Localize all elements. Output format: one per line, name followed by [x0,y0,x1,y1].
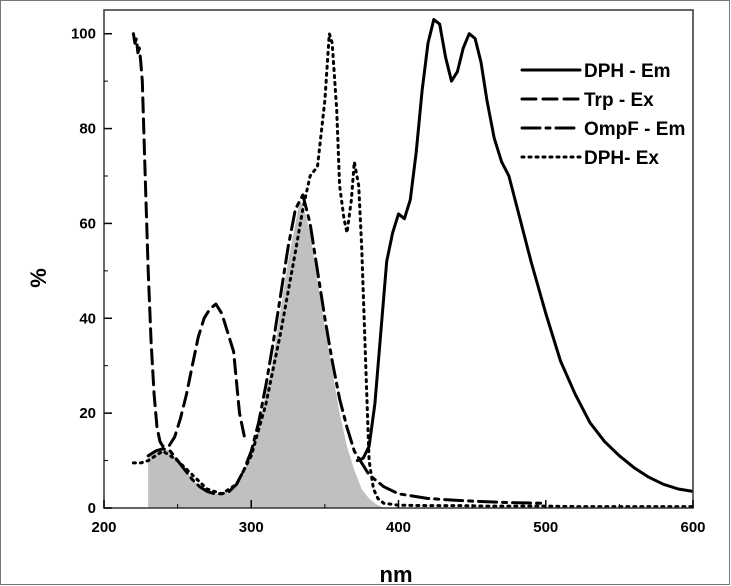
legend: DPH - Em Trp - Ex OmpF - Em DPH- Ex [520,61,685,169]
axes: 200 300 400 500 600 0 20 40 60 80 100 [71,9,706,536]
overlap-shaded-area [148,199,384,508]
x-tick-label: 200 [91,519,116,536]
y-axis-label: % [26,268,51,288]
series-line-1 [355,18,693,493]
x-axis-label: nm [380,562,413,586]
legend-label-4: DPH- Ex [584,148,659,169]
x-tick-label: 600 [680,519,705,536]
y-tick-label: 0 [88,500,96,517]
y-tick-label: 20 [79,405,96,422]
y-tick-label: 40 [79,310,96,327]
legend-label-3: OmpF - Em [584,119,685,140]
legend-label-1: DPH - Em [584,61,671,82]
plot-area [131,18,693,508]
series-line-3 [146,193,548,505]
x-tick-label: 500 [533,519,558,536]
x-tick-label: 400 [386,519,411,536]
y-tick-label: 80 [79,121,96,138]
x-tick-label: 300 [239,519,264,536]
series-line-2 [131,32,247,448]
y-tick-label: 100 [71,26,96,43]
y-tick-label: 60 [79,215,96,232]
legend-label-2: Trp - Ex [584,90,654,111]
